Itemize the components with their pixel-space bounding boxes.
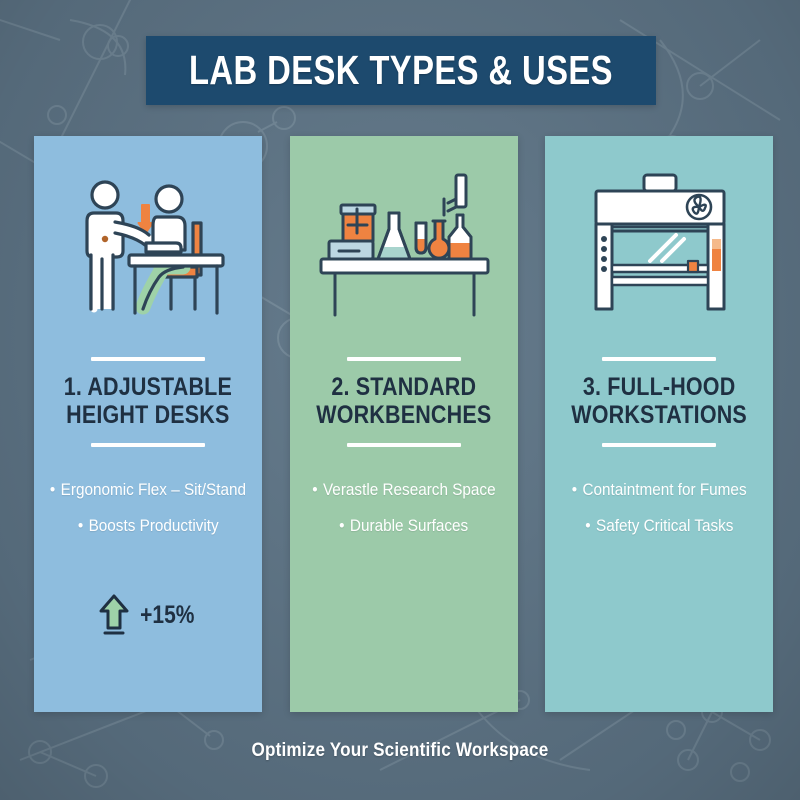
heading-rule-top — [91, 357, 205, 361]
heading-rule-bottom — [602, 443, 716, 447]
heading-rule-bottom — [347, 443, 461, 447]
bullet-list: • Containtment for Fumes • Safety Critical… — [545, 480, 773, 536]
bullet-label: Ergonomic Flex – Sit/Stand — [60, 480, 247, 499]
bullet-dot: • — [77, 515, 83, 535]
stat-badge: +15% — [96, 592, 200, 638]
card-adjustable-height-desks[interactable]: 1. ADJUSTABLE HEIGHT DESKS • Ergonomic Fl… — [34, 136, 262, 712]
card-heading: 3. FULL-HOOD WORKSTATIONS — [571, 373, 747, 429]
bullet-dot: • — [312, 480, 318, 499]
heading-rule-bottom — [91, 443, 205, 447]
heading-rule-top — [602, 357, 716, 361]
list-item: • Boosts Productivity — [77, 515, 219, 536]
fume-hood-icon — [545, 136, 773, 351]
bullet-dot: • — [49, 480, 56, 499]
card-full-hood-workstations[interactable]: 3. FULL-HOOD WORKSTATIONS • Containtment … — [545, 136, 773, 712]
stat-value: +15% — [140, 600, 195, 629]
card-heading: 2. STANDARD WORKBENCHES — [316, 373, 492, 429]
list-item: • Safety Critical Tasks — [584, 515, 734, 536]
bullet-list: • Verastle Research Space • Durable Surfac… — [290, 480, 518, 536]
footer-text: Optimize Your Scientific Workspace — [251, 740, 549, 761]
footer-tagline: Optimize Your Scientific Workspace — [0, 740, 800, 762]
list-item: • Durable Surfaces — [339, 515, 469, 536]
card-standard-workbenches[interactable]: 2. STANDARD WORKBENCHES • Verastle Resear… — [290, 136, 518, 712]
bullet-dot: • — [571, 480, 577, 499]
page-title: LAB DESK TYPES & USES — [189, 47, 613, 93]
up-arrow-icon — [99, 594, 129, 635]
bullet-label: Verastle Research Space — [323, 480, 496, 499]
bullet-label: Safety Critical Tasks — [595, 515, 734, 535]
title-banner: LAB DESK TYPES & USES — [146, 36, 656, 105]
bullet-label: Containtment for Fumes — [582, 480, 747, 499]
list-item: • Verastle Research Space — [312, 480, 496, 500]
list-item: • Ergonomic Flex – Sit/Stand — [49, 480, 247, 500]
bullet-dot: • — [584, 515, 591, 535]
bullet-list: • Ergonomic Flex – Sit/Stand • Boosts Prod… — [34, 480, 262, 536]
sit-stand-desk-icon — [34, 136, 262, 351]
bullet-label: Boosts Productivity — [88, 515, 219, 535]
bullet-label: Durable Surfaces — [350, 515, 469, 535]
card-heading: 1. ADJUSTABLE HEIGHT DESKS — [63, 373, 233, 429]
bullet-dot: • — [339, 515, 345, 535]
lab-workbench-glassware-icon — [290, 136, 518, 351]
heading-rule-top — [347, 357, 461, 361]
list-item: • Containtment for Fumes — [571, 480, 747, 500]
